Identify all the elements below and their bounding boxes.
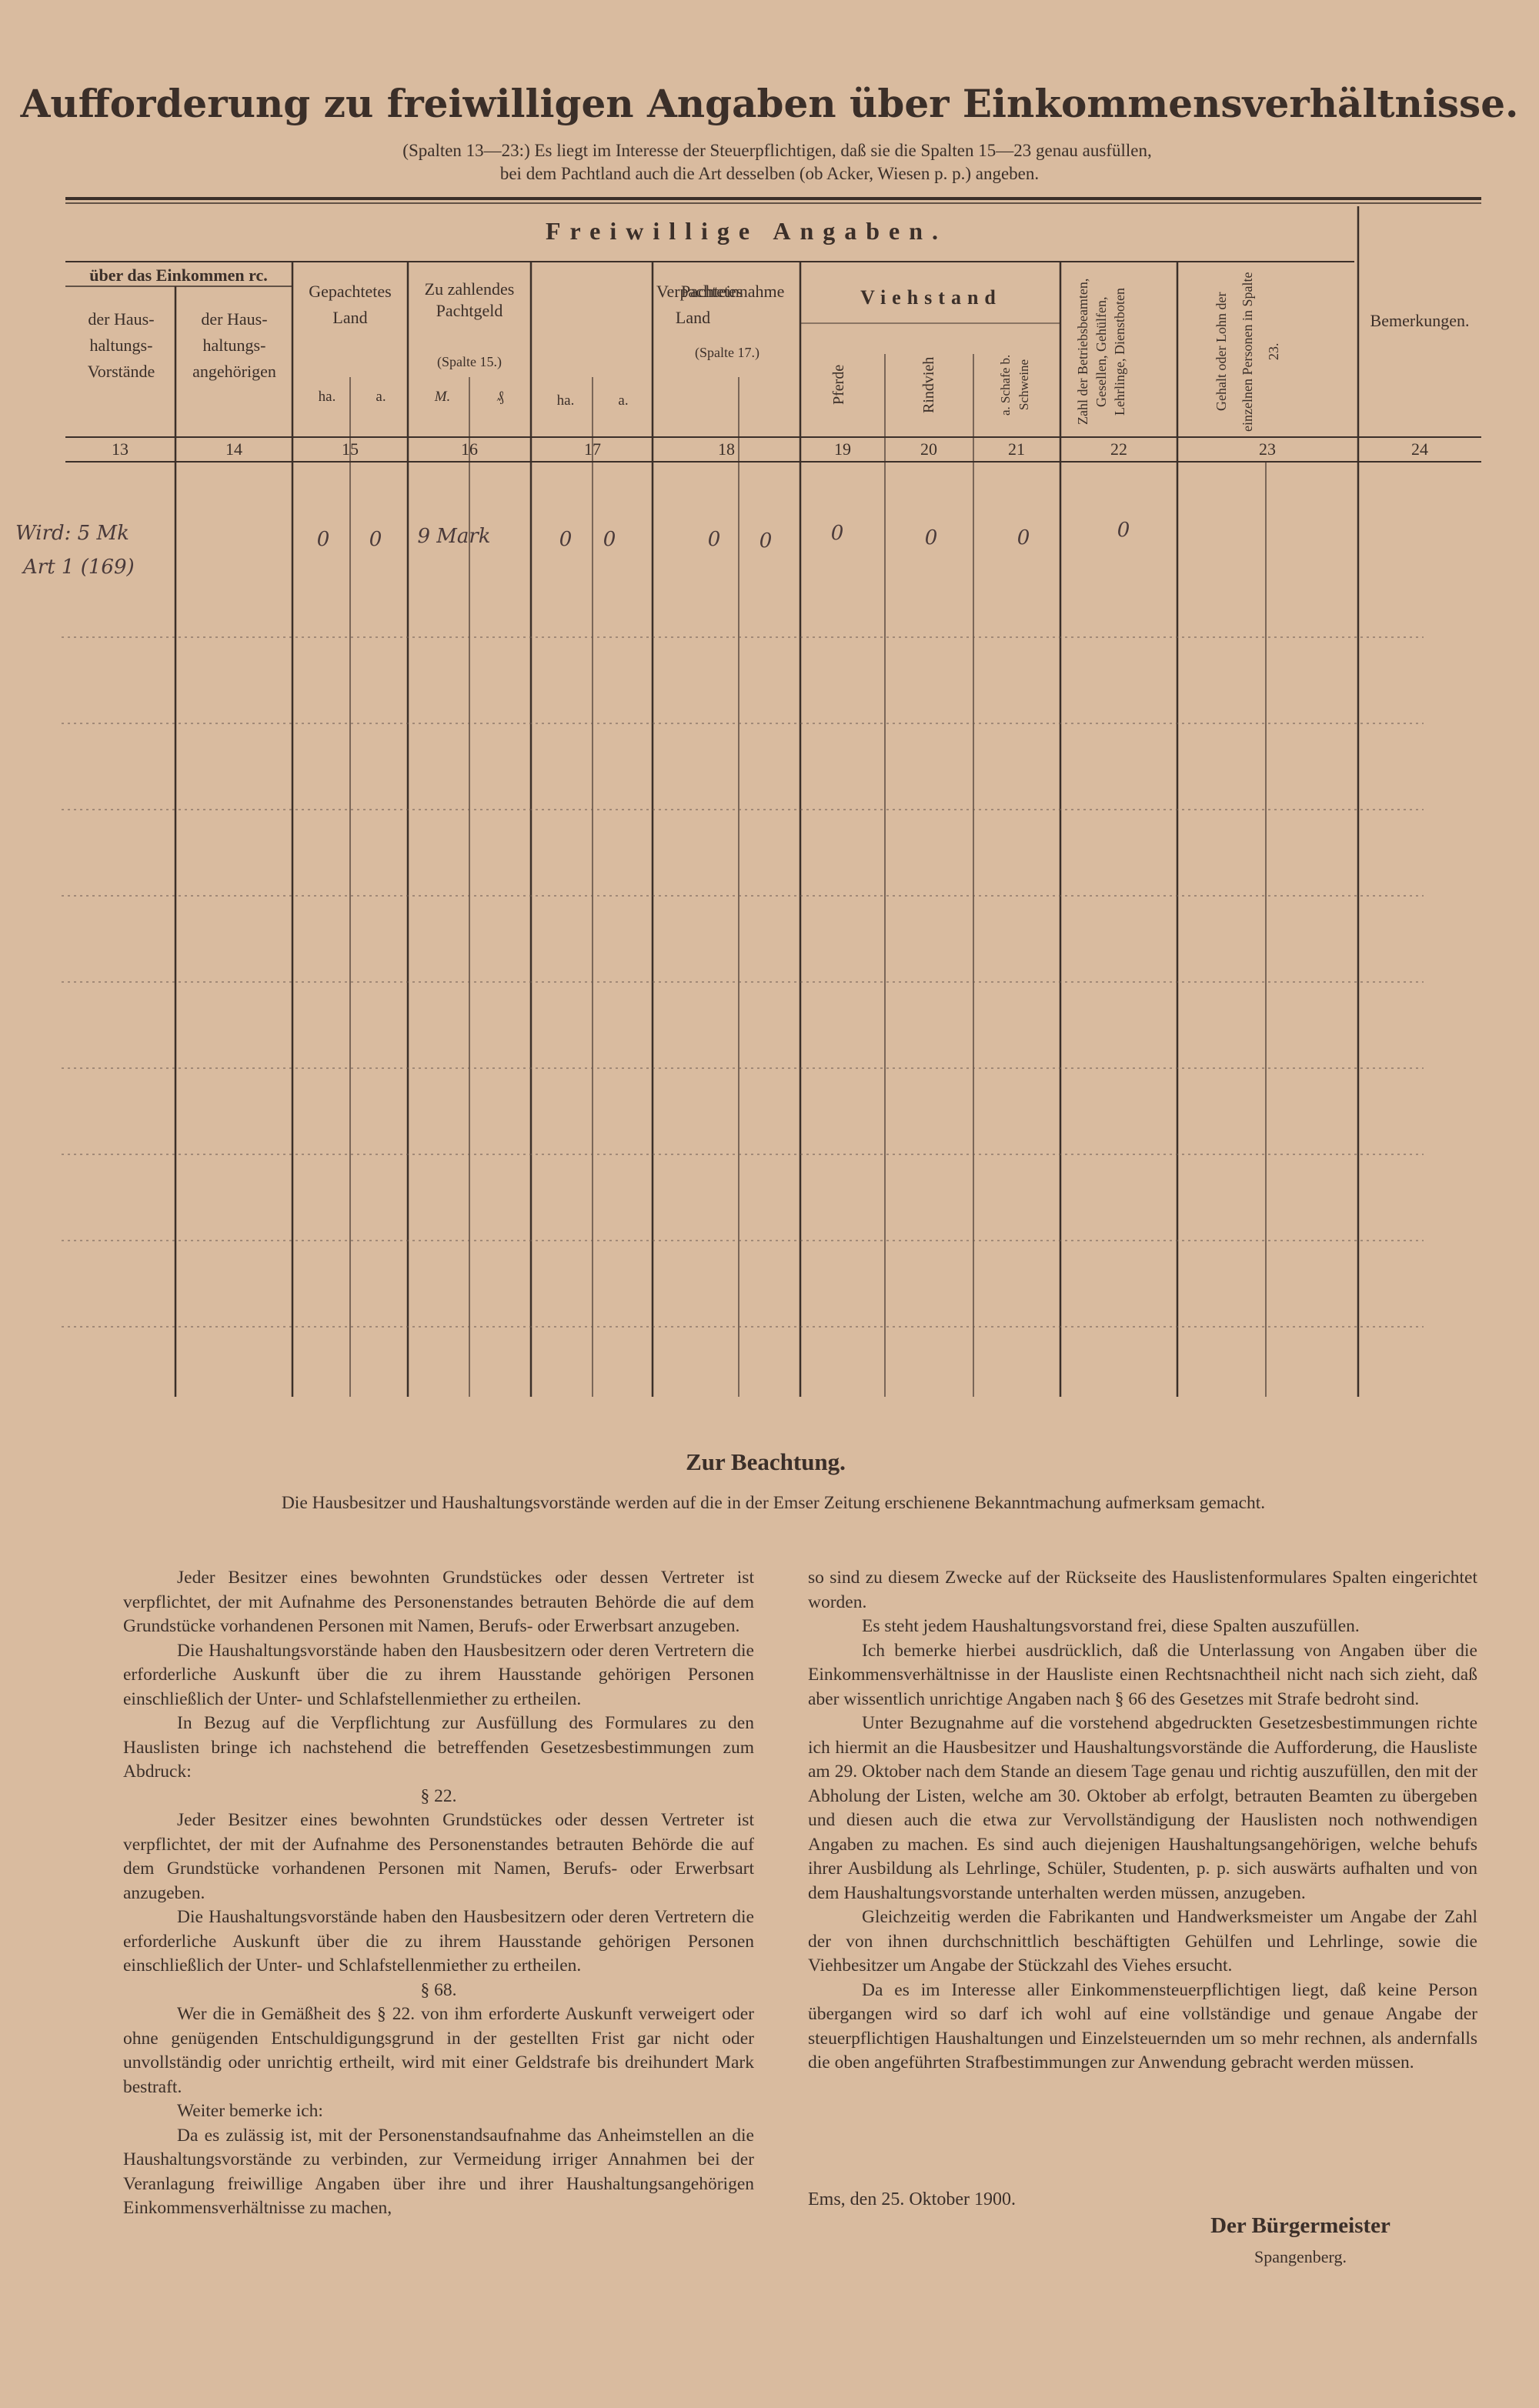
handwriting: 0 [1017,526,1030,549]
col-header: Zahl der Betriebsbeamten, Gesellen, Gehü… [1075,278,1127,426]
paragraph: Die Haushaltungsvorstände haben den Haus… [123,1640,754,1709]
paragraph: Jeder Besitzer eines bewohnten Grundstüc… [123,1568,754,1636]
handwriting: 0 [830,522,844,545]
col-number: 19 [834,439,851,459]
col-number: 21 [1008,439,1025,459]
handwriting: 9 Mark [417,525,491,548]
paragraph: Ich bemerke hierbei ausdrücklich, daß di… [808,1640,1477,1709]
col-note: (Spalte 15.) [437,354,502,369]
col-number: 18 [718,439,735,459]
sub-header: a. [376,389,386,405]
handwriting: 0 [369,528,382,551]
col-number: 20 [920,439,937,459]
notice-title: Zur Beachtung. [686,1448,846,1475]
sub-header: a. [618,392,629,409]
title: Aufforderung zu freiwilligen Angaben übe… [20,81,1519,126]
handwriting: 0 [759,529,773,553]
paragraph: Die Haushaltungsvorstände haben den Haus… [123,1907,754,1975]
handwriting: 0 [559,528,573,551]
group-header: über das Einkommen rc. [89,266,268,285]
right-column: so sind zu diesem Zwecke auf der Rücksei… [808,1566,1477,2076]
col-header: der Haus-haltungs-angehörigen [192,309,276,381]
signatory: Spangenberg. [1254,2247,1347,2266]
handwriting: 0 [707,528,721,551]
table-title: Freiwillige Angaben. [545,217,948,245]
col-header: Rindvieh [920,356,937,413]
col-header: Pachteinnahme [681,282,785,301]
col-header: Gehalt oder Lohn der einzelnen Personen … [1214,272,1281,432]
paragraph: Gleichzeitig werden die Fabrikanten und … [808,1907,1477,1975]
col-header: Gepachtetes Land [309,282,392,327]
col-header: Zu zahlendes Pachtgeld [424,279,515,320]
handwriting: Wird: 5 Mk [15,522,129,545]
handwriting: 0 [603,528,616,551]
col-number: 23 [1259,439,1276,459]
sub-header: ha. [556,392,575,409]
paragraph: so sind zu diesem Zwecke auf der Rücksei… [808,1568,1477,1612]
paragraph: Es steht jedem Haushaltungsvorstand frei… [862,1616,1360,1636]
col-number: 13 [112,439,129,459]
col-number: 22 [1110,439,1127,459]
paragraph: Unter Bezugnahme auf die vorstehend abge… [808,1713,1477,1903]
handwriting: 0 [316,528,330,551]
paragraph: Jeder Besitzer eines bewohnten Grundstüc… [123,1810,754,1903]
sub-header: ₰ [496,389,504,405]
handwriting: 0 [1117,519,1130,542]
paragraph: Da es zulässig ist, mit der Personenstan… [123,2125,754,2219]
paragraph: Da es im Interesse aller Einkommensteuer… [808,1979,1477,2073]
col-header: Verpachtetes Land [656,282,743,327]
section: § 22. [420,1785,457,1806]
sub-header: ha. [318,389,336,405]
col-header: Pferde [830,364,847,406]
signature: Der Bürgermeister [1210,2213,1390,2238]
col-header: Bemerkungen. [1370,311,1470,330]
col-number: 17 [584,439,601,459]
col-note: (Spalte 17.) [695,345,759,360]
paragraph: In Bezug auf die Verpflichtung zur Ausfü… [123,1713,754,1782]
note-line: (Spalten 13—23:) Es liegt im Interesse d… [402,141,1152,160]
note-line: bei dem Pachtland auch die Art desselben… [499,164,1040,183]
notice-text: Die Hausbesitzer und Haushaltungsvorstän… [281,1493,1266,1513]
handwriting: 0 [924,526,938,549]
col-number: 16 [461,439,478,459]
col-number: 14 [225,439,242,459]
col-header: der Haus-haltungs-Vorstände [87,309,155,381]
paragraph: Wer die in Gemäßheit des § 22. von ihm e… [123,2004,754,2097]
col-number: 15 [342,439,359,459]
section: § 68. [420,1979,457,2000]
date: Ems, den 25. Oktober 1900. [808,2189,1016,2209]
handwriting: Art 1 (169) [23,556,135,579]
sub-header: M. [434,389,451,405]
paragraph: Weiter bemerke ich: [177,2101,323,2121]
left-column: Jeder Besitzer eines bewohnten Grundstüc… [123,1566,754,2221]
col-header: a. Schafe b. Schweine [998,354,1031,416]
group-header: Viehstand [860,286,1002,309]
col-number: 24 [1411,439,1428,459]
